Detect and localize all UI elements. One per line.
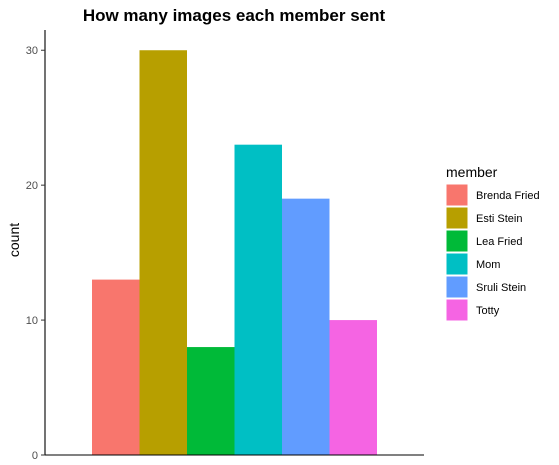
legend-label: Mom	[476, 259, 500, 271]
legend: Brenda Fried Esti Stein Lea Fried Mom Sruli …	[445, 183, 540, 322]
bar-sruli-stein	[282, 198, 330, 455]
legend-key-esti-stein	[445, 206, 469, 230]
y-tick-label: 20	[26, 180, 38, 192]
bar-lea-fried	[187, 347, 235, 455]
legend-label: Lea Fried	[476, 236, 522, 248]
bar-mom	[234, 144, 282, 455]
bars-layer	[92, 50, 377, 455]
y-axis-title: count	[6, 223, 22, 257]
legend-key-brenda-fried	[445, 183, 469, 207]
y-tick-label: 0	[32, 450, 38, 462]
bar-esti-stein	[139, 50, 187, 455]
chart-title: How many images each member sent	[83, 6, 386, 25]
axes-layer: 0 10 20 30	[26, 30, 424, 462]
legend-key-lea-fried	[445, 229, 469, 253]
bar-totty	[329, 320, 377, 455]
legend-key-mom	[445, 252, 469, 276]
legend-title: member	[446, 164, 498, 180]
bar-brenda-fried	[92, 279, 140, 455]
legend-label: Sruli Stein	[476, 282, 526, 294]
legend-label: Totty	[476, 305, 500, 317]
legend-label: Brenda Fried	[476, 190, 540, 202]
legend-label: Esti Stein	[476, 213, 522, 225]
y-tick-label: 30	[26, 45, 38, 57]
y-tick-label: 10	[26, 315, 38, 327]
legend-key-totty	[445, 298, 469, 322]
legend-key-sruli-stein	[445, 275, 469, 299]
